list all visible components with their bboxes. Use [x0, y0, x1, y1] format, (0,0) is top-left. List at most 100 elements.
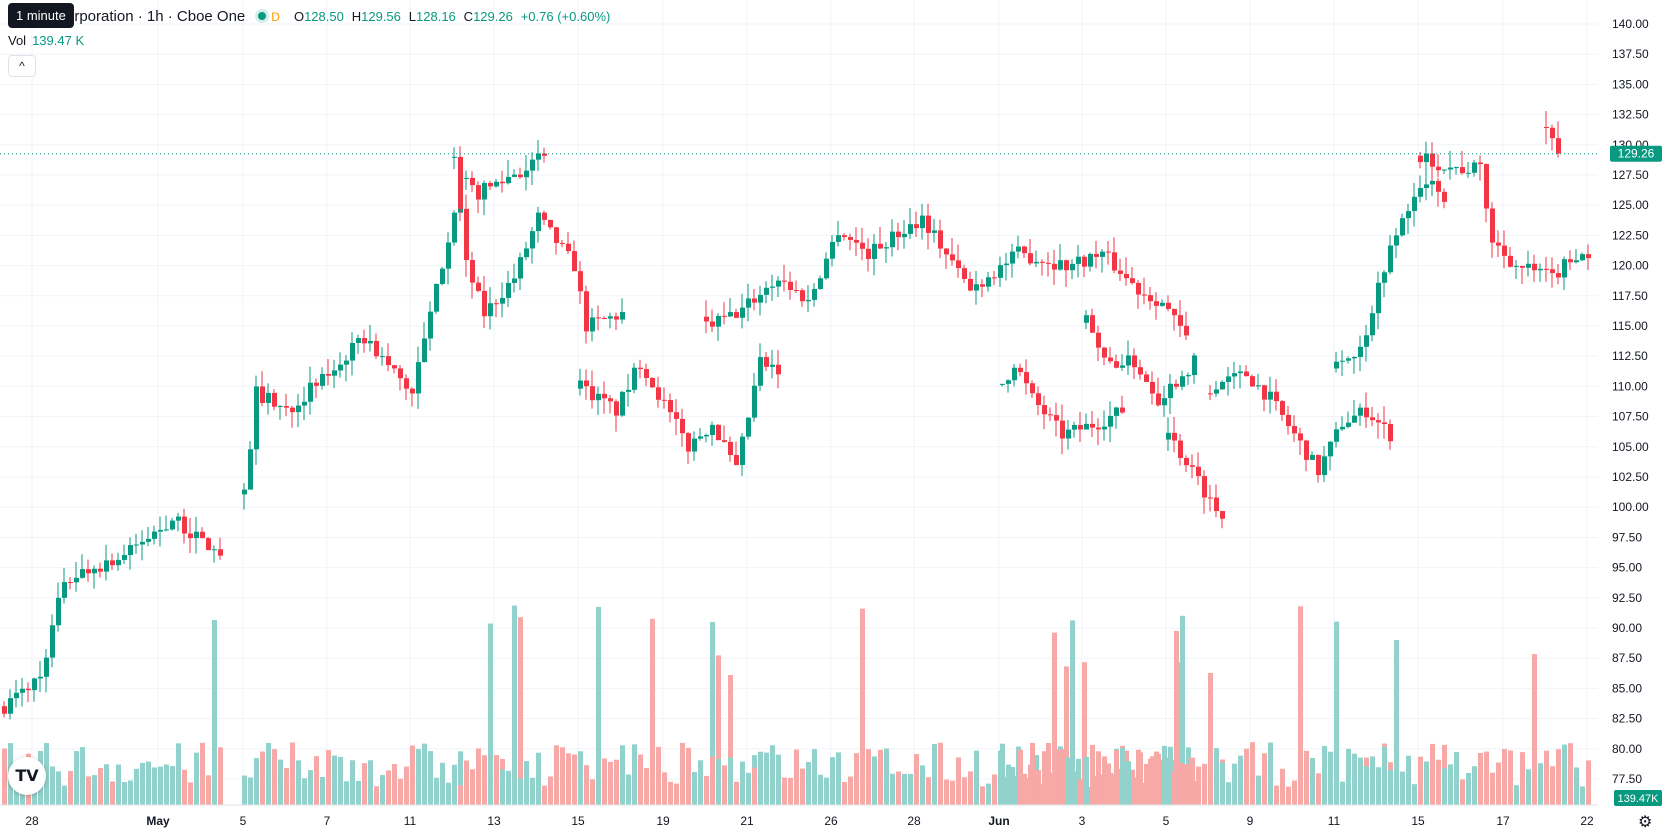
- candle-body: [728, 312, 733, 317]
- candle-body: [1328, 441, 1333, 457]
- candle-body: [1322, 456, 1327, 476]
- volume-bar: [452, 764, 457, 805]
- volume-bar: [158, 766, 163, 805]
- x-tick-label: 17: [1496, 814, 1510, 828]
- y-tick-label: 85.00: [1612, 681, 1642, 695]
- candles: [2, 111, 1591, 720]
- volume-bar: [206, 775, 211, 805]
- candle-body: [794, 290, 799, 292]
- volume-bar: [68, 771, 73, 805]
- candle-body: [1586, 254, 1591, 259]
- volume-bar: [944, 779, 949, 805]
- y-tick-label: 97.50: [1612, 530, 1642, 544]
- candle-body: [1334, 429, 1339, 442]
- volume-bar: [992, 774, 997, 805]
- candle-body: [518, 174, 523, 178]
- candle-body: [620, 391, 625, 416]
- volume-bar: [1268, 742, 1273, 805]
- candle-body: [446, 242, 451, 269]
- volume-bar: [590, 779, 595, 805]
- candle-body: [1160, 302, 1165, 306]
- volume-bar: [458, 785, 463, 805]
- volume-legend: Vol 139.47 K: [8, 33, 85, 48]
- candle-body: [1136, 282, 1141, 295]
- candle-body: [1226, 376, 1231, 382]
- volume-bar: [818, 774, 823, 805]
- volume-bar: [962, 777, 967, 805]
- candle-body: [596, 317, 601, 319]
- volume-bar: [914, 754, 919, 805]
- candle-body: [776, 364, 781, 375]
- candle-body: [1102, 347, 1107, 358]
- candle-body: [542, 153, 547, 156]
- candle-body: [746, 417, 751, 437]
- volume-bar: [1064, 666, 1069, 805]
- candle-body: [740, 436, 745, 466]
- symbol-title[interactable]: orporation · 1h · Cboe One: [66, 8, 246, 25]
- volume-bar: [614, 759, 619, 805]
- volume-bar: [152, 767, 157, 805]
- candle-body: [170, 520, 175, 530]
- volume-bar: [182, 769, 187, 805]
- volume-bar: [518, 778, 523, 805]
- volume-bar: [1340, 781, 1345, 805]
- volume-bar: [314, 756, 319, 805]
- settings-gear-icon[interactable]: ⚙: [1638, 814, 1653, 831]
- candle-body: [266, 392, 271, 404]
- candle-body: [968, 278, 973, 291]
- candle-body: [1238, 371, 1243, 374]
- volume-bar: [728, 757, 733, 805]
- candle-body: [1202, 476, 1207, 498]
- volume-bar: [920, 765, 925, 805]
- volume-bar: [524, 761, 529, 805]
- candle-body: [56, 597, 61, 626]
- candle-body: [752, 298, 757, 303]
- candle-body: [212, 549, 217, 551]
- candle-body: [50, 625, 55, 658]
- x-tick-label: 21: [740, 814, 754, 828]
- candle-body: [1004, 263, 1009, 266]
- candle-body: [1436, 180, 1441, 192]
- tradingview-logo-icon[interactable]: TV: [8, 757, 46, 795]
- volume-bar: [1120, 747, 1125, 805]
- candle-body: [74, 577, 79, 583]
- candle-body: [1436, 166, 1441, 171]
- candle-body: [1178, 315, 1183, 326]
- last-volume-badge: [1614, 790, 1662, 806]
- candle-body: [716, 315, 721, 327]
- candle-body: [1108, 415, 1113, 427]
- candle-body: [194, 531, 199, 539]
- collapse-legend-button[interactable]: ^: [8, 55, 36, 77]
- candle-body: [1138, 367, 1143, 375]
- candle-body: [1382, 272, 1387, 283]
- candle-body: [1418, 187, 1423, 197]
- volume-bar: [1574, 767, 1579, 805]
- candle-body: [1532, 263, 1537, 271]
- volume-bar: [1144, 763, 1149, 805]
- candle-body: [878, 243, 883, 249]
- candle-body: [1190, 465, 1195, 467]
- volume-bar: [668, 781, 673, 805]
- candle-body: [1268, 391, 1273, 400]
- candle-body: [350, 342, 355, 361]
- volume-bar: [1532, 654, 1537, 805]
- symbol-legend: orporation · 1h · Cboe One D O128.50 H129.…: [66, 8, 611, 25]
- volume-bar: [980, 786, 985, 805]
- candle-body: [1442, 169, 1447, 171]
- candle-body: [1496, 242, 1501, 246]
- volume-bar: [1328, 751, 1333, 805]
- volume-bar: [1096, 782, 1101, 805]
- volume-bar: [542, 785, 547, 805]
- volume-bar: [752, 767, 757, 805]
- candle-body: [1406, 211, 1411, 219]
- candle-body: [932, 230, 937, 233]
- close-value: 129.26: [473, 9, 513, 24]
- volume-bars: [2, 605, 1591, 805]
- volume-bar: [518, 617, 523, 805]
- candle-body: [1036, 393, 1041, 406]
- volume-bar: [548, 776, 553, 805]
- candle-body: [1168, 383, 1173, 399]
- volume-bar: [626, 774, 631, 805]
- x-tick-label: 5: [240, 814, 247, 828]
